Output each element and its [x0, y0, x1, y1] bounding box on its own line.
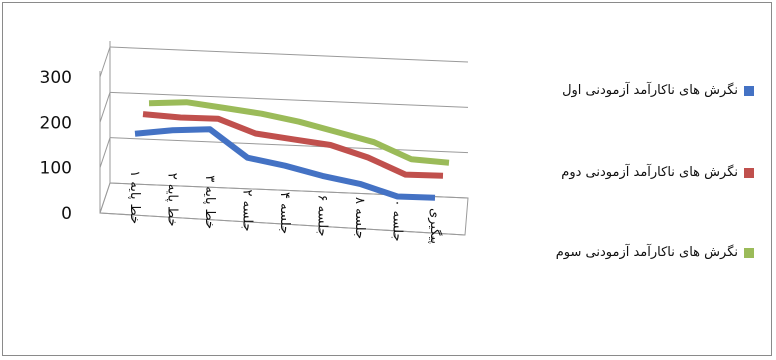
gridline-depth-3: [99, 46, 111, 78]
x-tick-label: خط پایه ۲: [165, 173, 180, 227]
gridline-3: [109, 46, 469, 63]
gridline-depth-1: [99, 137, 111, 168]
x-tick-label: جلسه ۱۰: [390, 192, 405, 241]
legend-item-series-2: نگرش های ناکارآمد آزمودنی دوم: [561, 165, 754, 180]
x-tick-label: خط پایه ۳: [202, 175, 217, 229]
chart-frame: [2, 2, 772, 356]
x-tick-label: جلسه ۲: [240, 189, 255, 231]
gridline-2: [109, 91, 469, 108]
x-tick-label: جلسه ۶: [315, 194, 330, 236]
legend-swatch-series-3: [744, 247, 754, 258]
legend-item-series-3: نگرش های ناکارآمد آزمودنی سوم: [556, 245, 754, 260]
y-tick-label: 100: [40, 159, 72, 179]
gridline-depth-0: [99, 182, 111, 214]
legend-label-series-1: نگرش های ناکارآمد آزمودنی اول: [562, 83, 738, 98]
x-tick-label: پیگیری: [427, 208, 443, 244]
gridline-depth-2: [99, 92, 111, 123]
y-tick-label: 200: [40, 113, 72, 133]
series-line-2: [142, 111, 444, 179]
legend-label-series-3: نگرش های ناکارآمد آزمودنی سوم: [555, 245, 738, 260]
x-tick-label: جلسه ۸: [352, 197, 367, 239]
y-tick-label: 0: [61, 204, 72, 224]
legend-swatch-series-2: [744, 167, 754, 178]
y-tick-label: 300: [40, 68, 72, 88]
x-tick-label: جلسه ۴: [277, 192, 292, 234]
x-axis: [99, 212, 466, 236]
x-tick-label: خط پایه ۱: [127, 170, 142, 224]
legend-item-series-1: نگرش های ناکارآمد آزمودنی اول: [562, 83, 754, 98]
series-line-3: [148, 99, 450, 166]
gridline-1: [109, 137, 469, 154]
legend-label-series-2: نگرش های ناکارآمد آزمودنی دوم: [561, 165, 738, 180]
series-line-1: [134, 126, 436, 201]
legend-swatch-series-1: [744, 85, 754, 96]
